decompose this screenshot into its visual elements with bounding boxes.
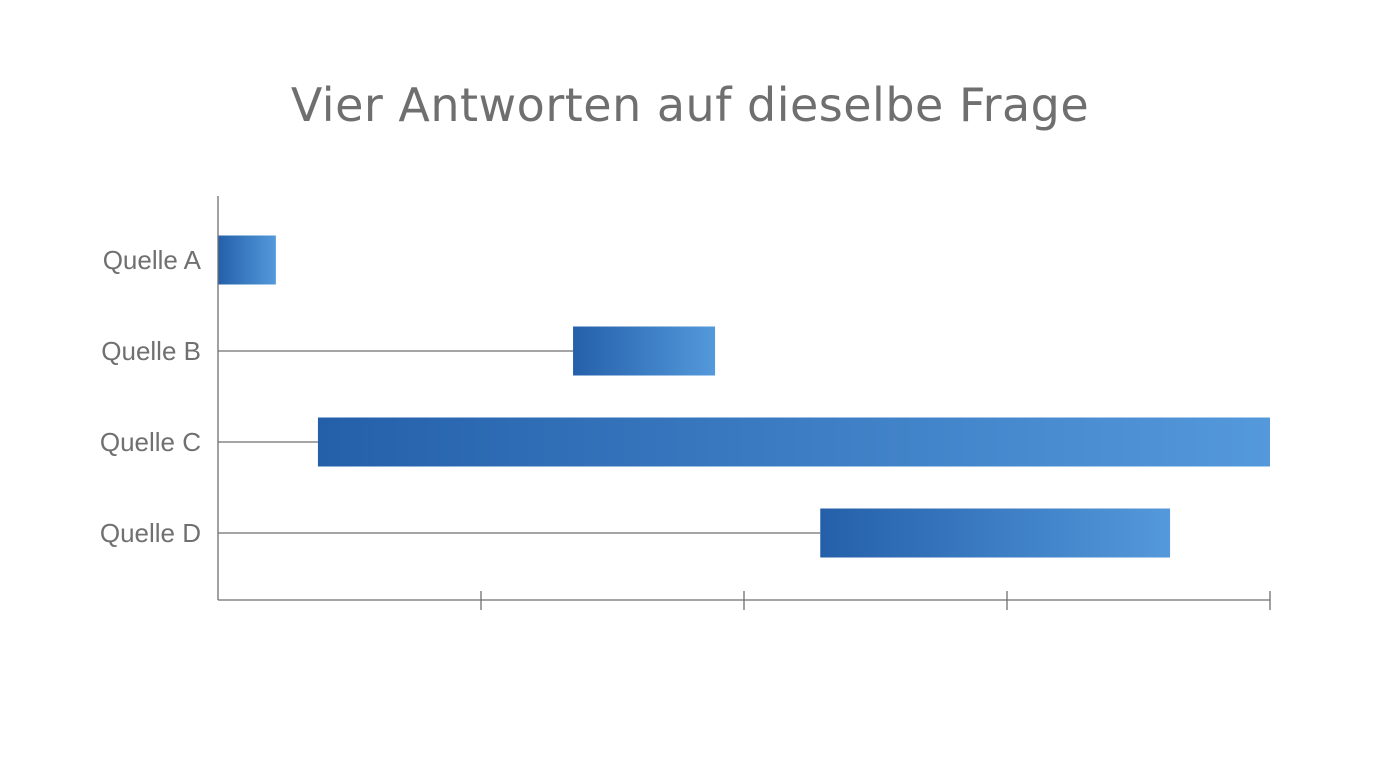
range-bar <box>573 326 716 376</box>
range-bar <box>820 508 1171 558</box>
category-label: Quelle B <box>101 336 201 366</box>
category-label: Quelle A <box>103 245 202 275</box>
category-label: Quelle D <box>100 518 201 548</box>
range-bar <box>218 235 276 285</box>
category-label: Quelle C <box>100 427 201 457</box>
range-bar <box>317 417 1270 467</box>
chart-title: Vier Antworten auf dieselbe Frage <box>290 78 1090 132</box>
